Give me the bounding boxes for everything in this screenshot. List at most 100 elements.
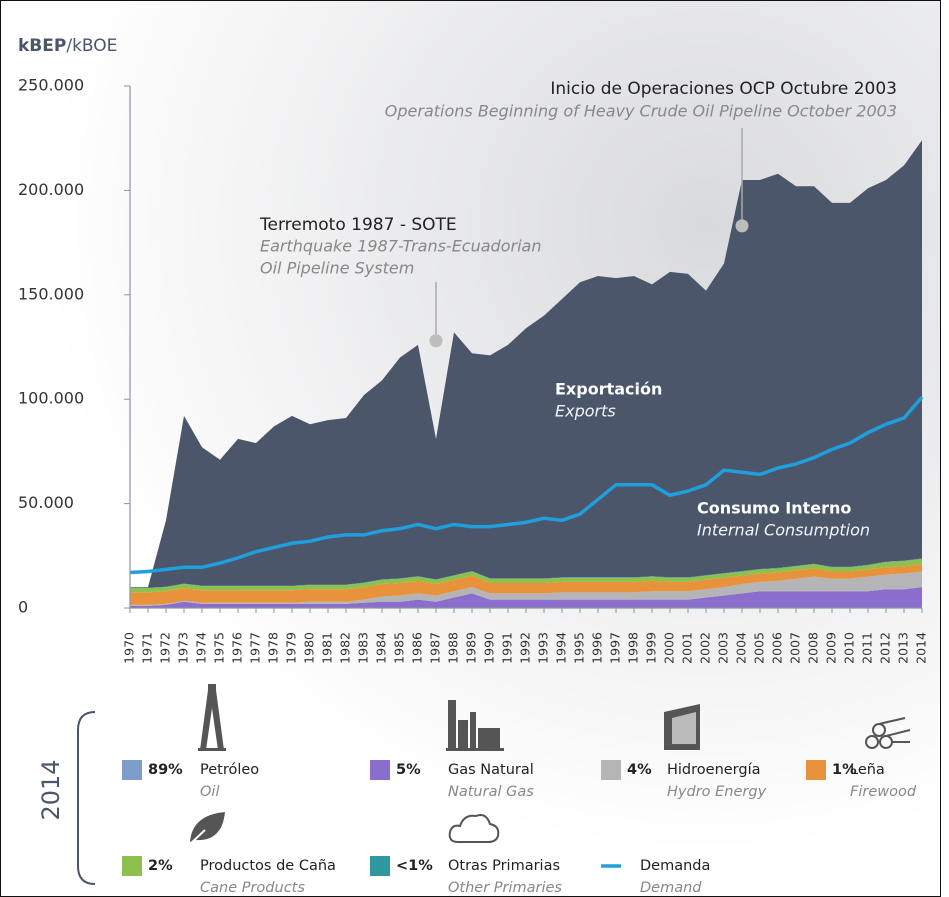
y-tick-label: 150.000 bbox=[18, 284, 84, 303]
legend-name-en: Other Primaries bbox=[448, 880, 562, 896]
y-tick-label: 200.000 bbox=[18, 180, 84, 199]
x-tick-label: 1981 bbox=[320, 632, 335, 664]
area-label: Consumo Interno bbox=[697, 499, 851, 518]
area bbox=[130, 564, 922, 605]
legend-swatch bbox=[122, 760, 142, 780]
legend-swatch bbox=[122, 856, 142, 876]
legend-name-en: Natural Gas bbox=[448, 784, 534, 800]
demand-line bbox=[129, 395, 924, 575]
x-tick-label: 1976 bbox=[230, 632, 245, 664]
y-tick-label: 0 bbox=[18, 598, 28, 617]
cloud-icon bbox=[448, 814, 500, 843]
legend-name-en: Oil bbox=[200, 784, 219, 800]
x-tick-label: 1985 bbox=[392, 632, 407, 664]
area bbox=[130, 140, 922, 588]
x-tick-label: 2012 bbox=[878, 632, 893, 664]
legend-swatch bbox=[370, 760, 390, 780]
area bbox=[130, 587, 922, 608]
legend-swatch bbox=[370, 856, 390, 876]
x-tick-label: 1996 bbox=[590, 632, 605, 664]
x-tick-label: 2003 bbox=[716, 632, 731, 664]
x-tick-label: 1991 bbox=[500, 632, 515, 664]
x-tick-label: 1973 bbox=[176, 632, 191, 664]
x-tick-label: 1994 bbox=[554, 632, 569, 664]
firewood-icon bbox=[865, 717, 911, 749]
x-tick-label: 1992 bbox=[518, 632, 533, 664]
annotation-text: Terremoto 1987 - SOTE bbox=[259, 215, 457, 235]
leaf-icon bbox=[187, 812, 225, 847]
annotation-dot bbox=[735, 219, 749, 233]
x-tick-label: 2000 bbox=[662, 632, 677, 664]
y-label-bold: kBEP bbox=[18, 36, 66, 56]
legend-name: Productos de Caña bbox=[200, 858, 336, 874]
legend-name: Demanda bbox=[640, 858, 710, 874]
x-tick-label: 1990 bbox=[482, 632, 497, 664]
x-tick-label: 1972 bbox=[158, 632, 173, 664]
x-tick-label: 2002 bbox=[698, 632, 713, 664]
x-tick-label: 1971 bbox=[140, 632, 155, 664]
x-tick-label: 1995 bbox=[572, 632, 587, 664]
x-tick-label: 1999 bbox=[644, 632, 659, 664]
x-tick-label: 2014 bbox=[914, 632, 929, 664]
legend: 89% Petróleo Oil 5% Gas Natural Natural Gas 4%… bbox=[122, 760, 917, 896]
legend-share: 4% bbox=[627, 762, 652, 778]
x-tick-label: 1993 bbox=[536, 632, 551, 664]
x-tick-label: 1983 bbox=[356, 632, 371, 664]
legend-name: Leña bbox=[850, 762, 885, 778]
x-tick-label: 1974 bbox=[194, 632, 209, 664]
legend-name: Gas Natural bbox=[448, 762, 534, 778]
legend-share: 89% bbox=[148, 762, 183, 778]
x-tick-label: 1986 bbox=[410, 632, 425, 664]
x-tick-label: 2004 bbox=[734, 632, 749, 664]
x-tick-label: 1970 bbox=[122, 632, 137, 664]
x-tick-label: 1998 bbox=[626, 632, 641, 664]
area-label: Exports bbox=[555, 402, 616, 421]
y-axis-label: kBEP/kBOE bbox=[18, 36, 117, 56]
legend-share: 1% bbox=[832, 762, 857, 778]
area-label: Internal Consumption bbox=[697, 521, 870, 540]
oil-rig-icon bbox=[198, 684, 226, 751]
annotation-text: Operations Beginning of Heavy Crude Oil … bbox=[385, 102, 897, 121]
legend-swatch bbox=[601, 760, 621, 780]
legend-name-en: Cane Products bbox=[200, 880, 305, 896]
x-tick-label: 1977 bbox=[248, 632, 263, 664]
x-tick-label: 2001 bbox=[680, 632, 695, 664]
annotation-text: Inicio de Operaciones OCP Octubre 2003 bbox=[550, 79, 897, 99]
x-tick-label: 1980 bbox=[302, 632, 317, 664]
legend-share: 2% bbox=[148, 858, 173, 874]
dam-icon bbox=[664, 704, 700, 750]
legend-name: Otras Primarias bbox=[448, 858, 560, 874]
x-tick-label: 1988 bbox=[446, 632, 461, 664]
legend-name: Hidroenergía bbox=[667, 762, 761, 778]
legend-share: <1% bbox=[396, 858, 433, 874]
legend-bracket bbox=[77, 711, 96, 885]
y-tick-label: 100.000 bbox=[18, 389, 84, 408]
x-tick-label: 1975 bbox=[212, 632, 227, 664]
x-tick-label: 2009 bbox=[824, 632, 839, 664]
y-tick-label: 250.000 bbox=[18, 76, 84, 95]
legend-name: Petróleo bbox=[200, 762, 259, 778]
area bbox=[130, 571, 922, 606]
x-tick-label: 1989 bbox=[464, 632, 479, 664]
gas-plant-icon bbox=[446, 700, 504, 751]
area bbox=[130, 558, 922, 593]
x-tick-label: 2013 bbox=[896, 632, 911, 664]
x-tick-label: 2011 bbox=[860, 632, 875, 664]
area-label: Exportación bbox=[555, 380, 662, 399]
annotation-dot bbox=[429, 334, 443, 348]
x-tick-label: 1979 bbox=[284, 632, 299, 664]
annotation-text: Oil Pipeline System bbox=[260, 259, 414, 278]
x-tick-label: 2006 bbox=[770, 632, 785, 664]
x-tick-label: 1982 bbox=[338, 632, 353, 664]
legend-name-en: Firewood bbox=[850, 784, 917, 800]
legend-swatch bbox=[806, 760, 826, 780]
legend-name-en: Hydro Energy bbox=[667, 784, 767, 800]
y-tick-label: 50.000 bbox=[18, 493, 74, 512]
y-label-rest: /kBOE bbox=[66, 36, 117, 56]
legend-name-en: Demand bbox=[640, 880, 702, 896]
legend-share: 5% bbox=[396, 762, 421, 778]
x-tick-label: 1978 bbox=[266, 632, 281, 664]
x-tick-label: 2005 bbox=[752, 632, 767, 664]
